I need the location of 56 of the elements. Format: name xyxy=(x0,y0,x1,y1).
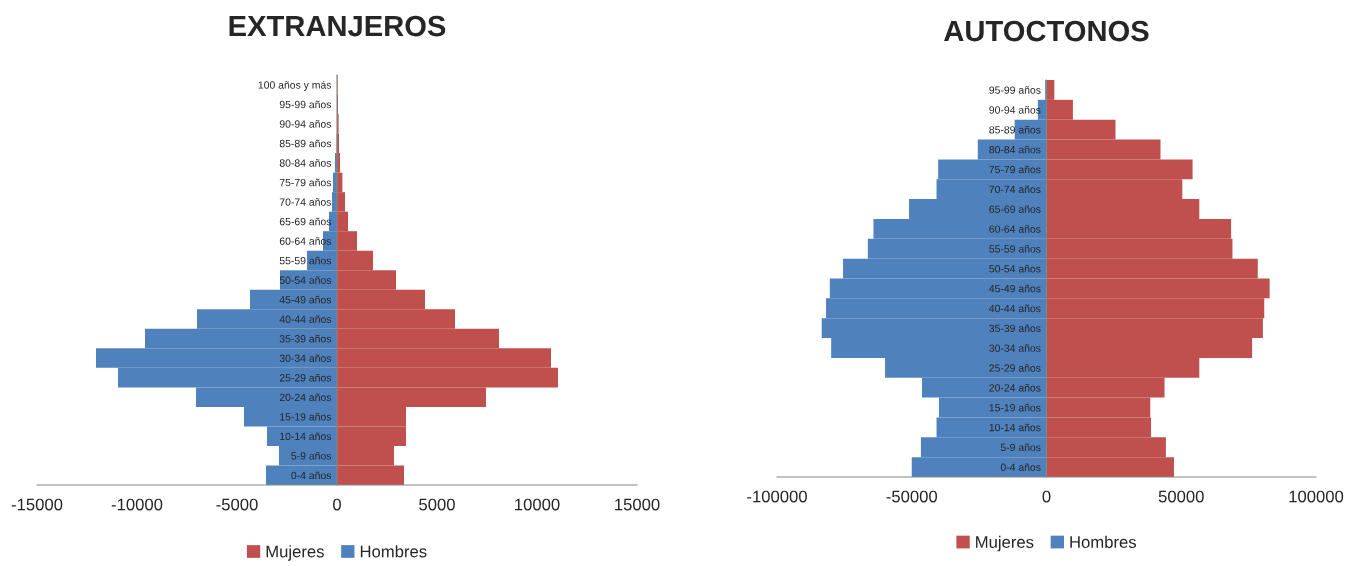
y-tick-label: 35-39 años xyxy=(989,324,1041,332)
y-tick-label: 5-9 años xyxy=(291,452,332,460)
y-tick-label: 50-54 años xyxy=(279,276,332,284)
y-tick-label: 45-49 años xyxy=(279,295,332,304)
x-tick-label: -50000 xyxy=(886,490,938,503)
y-tick-label: 60-64 años xyxy=(989,225,1041,233)
y-tick-label: 35-39 años xyxy=(279,334,332,343)
y-tick-label: 15-19 años xyxy=(989,403,1041,412)
x-tick-label: -100000 xyxy=(747,490,807,503)
y-tick-label: 70-74 años xyxy=(989,185,1041,194)
y-tick-label: 100 años y más xyxy=(258,80,332,91)
y-tick-label: 0-4 años xyxy=(1000,463,1041,471)
y-tick-label: 55-59 años xyxy=(989,245,1041,253)
y-tick-label: 65-69 años xyxy=(989,205,1041,213)
legend-label: Hombres xyxy=(1070,535,1137,548)
legend-label: Mujeres xyxy=(976,535,1034,552)
y-tick-label: 80-84 años xyxy=(989,145,1041,154)
y-tick-label: 85-89 años xyxy=(989,125,1041,134)
x-tick-label: 15000 xyxy=(615,498,660,511)
x-tick-label: 5000 xyxy=(419,498,455,511)
y-tick-label: 5-9 años xyxy=(1000,443,1041,452)
y-tick-label: 40-44 años xyxy=(989,304,1041,313)
y-tick-label: 10-14 años xyxy=(280,432,332,441)
x-tick-label: 0 xyxy=(333,498,341,511)
chart-title: EXTRANJEROS xyxy=(229,15,446,37)
y-tick-label: 75-79 años xyxy=(279,178,332,187)
y-tick-label: 85-89 años xyxy=(279,139,332,148)
y-tick-label: 70-74 años xyxy=(279,198,332,206)
y-tick-label: 80-84 años xyxy=(279,159,332,167)
y-tick-label: 20-24 años xyxy=(989,383,1041,392)
legend-label: Hombres xyxy=(360,545,427,558)
y-tick-label: 55-59 años xyxy=(279,256,332,265)
y-tick-label: 10-14 años xyxy=(989,423,1041,432)
x-tick-label: 10000 xyxy=(515,498,560,511)
y-tick-label: 0-4 años xyxy=(291,471,332,480)
y-tick-label: 25-29 años xyxy=(989,364,1041,372)
y-tick-label: 20-24 años xyxy=(279,393,332,402)
x-tick-label: -15000 xyxy=(11,498,63,511)
y-tick-label: 30-34 años xyxy=(279,354,332,362)
y-tick-label: 40-44 años xyxy=(279,315,332,323)
y-tick-label: 30-34 años xyxy=(989,344,1041,352)
x-tick-label: 50000 xyxy=(1158,490,1204,503)
y-tick-label: 25-29 años xyxy=(279,373,332,382)
legend-label: Mujeres xyxy=(266,545,324,561)
y-tick-label: 15-19 años xyxy=(280,412,332,421)
x-tick-label: -5000 xyxy=(216,498,258,511)
y-tick-label: 75-79 años xyxy=(989,165,1041,174)
x-tick-label: 100000 xyxy=(1289,490,1344,503)
y-tick-label: 90-94 años xyxy=(279,120,332,128)
y-tick-label: 95-99 años xyxy=(989,86,1041,94)
x-tick-label: 0 xyxy=(1042,490,1051,503)
y-tick-label: 45-49 años xyxy=(989,284,1041,293)
chart-title: AUTOCTONOS xyxy=(944,20,1149,42)
y-tick-label: 50-54 años xyxy=(989,264,1041,273)
x-tick-label: -10000 xyxy=(111,498,163,511)
y-tick-label: 95-99 años xyxy=(279,100,332,109)
